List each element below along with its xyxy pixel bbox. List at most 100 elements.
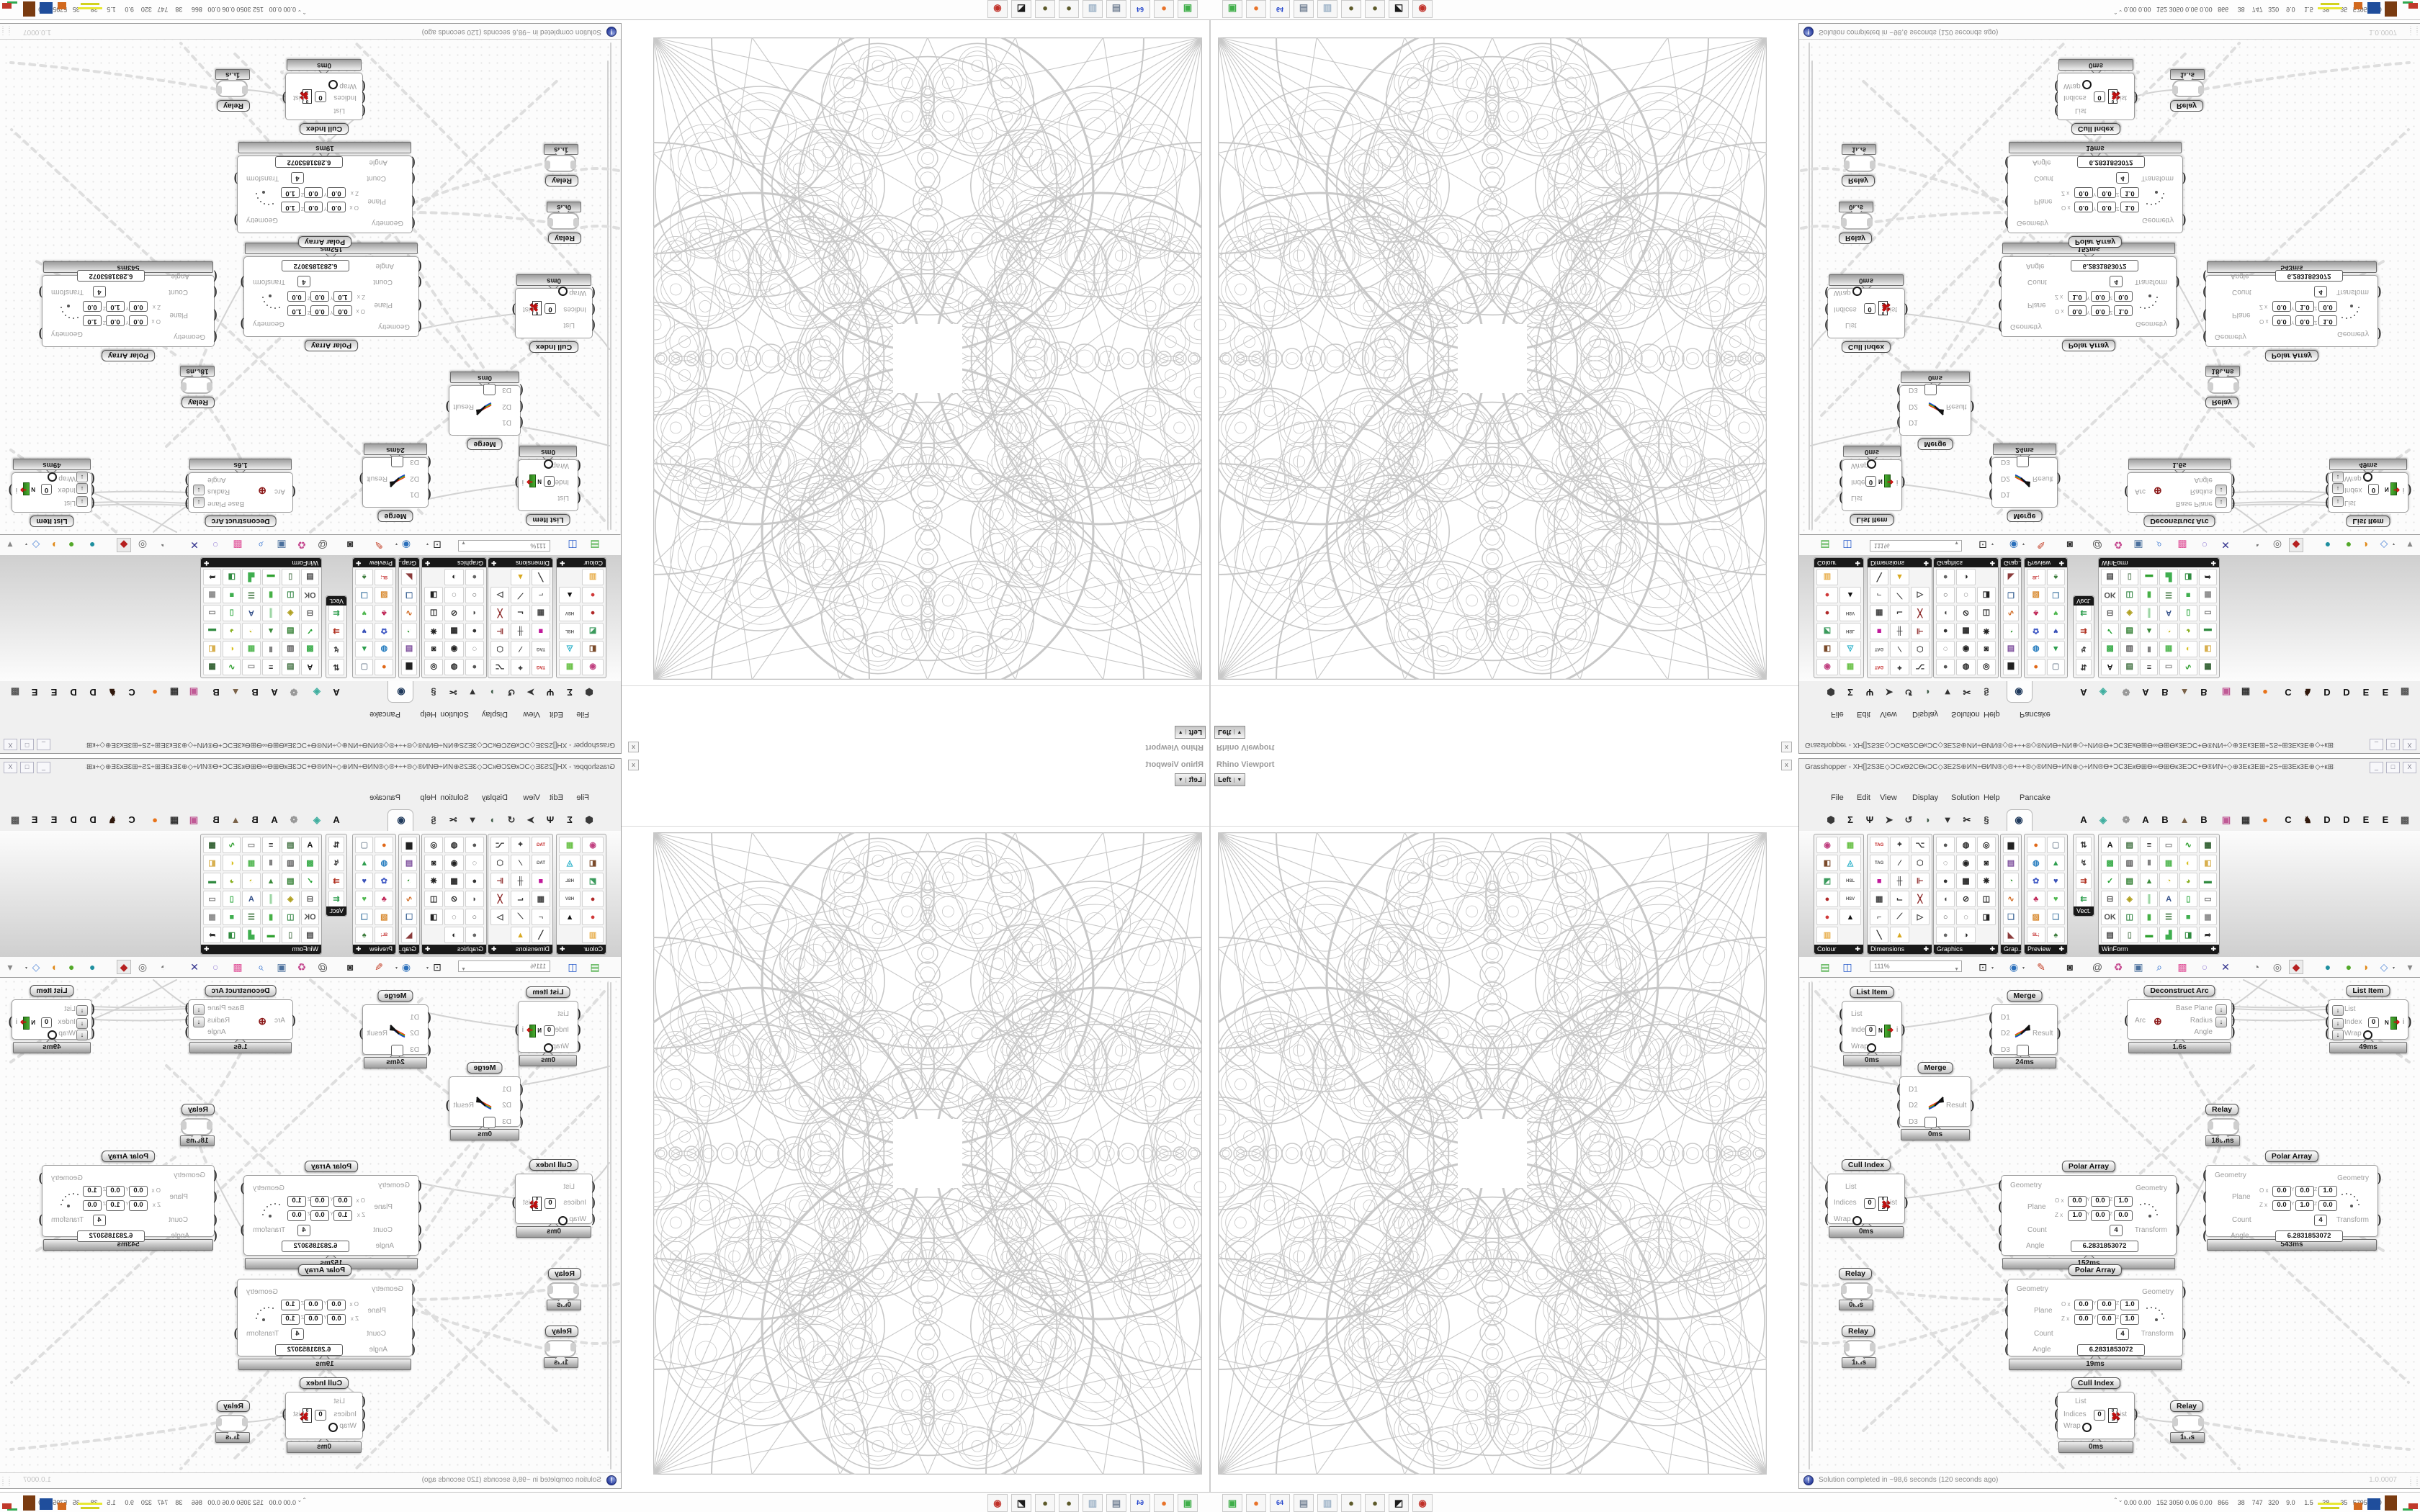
- tab-surface[interactable]: ◗: [1925, 814, 1931, 825]
- palette-panel-label[interactable]: WinForm ✚: [2099, 558, 2219, 567]
- port-input[interactable]: (: [213, 1228, 218, 1243]
- preview-eye-icon[interactable]: ◉: [2009, 539, 2019, 551]
- palette-component-icon[interactable]: ♠: [355, 569, 374, 585]
- gem-icon[interactable]: ◆: [117, 538, 131, 552]
- port-output[interactable]: ): [511, 302, 516, 318]
- galapagos-icon[interactable]: ✕: [2221, 961, 2230, 973]
- node-title-merge[interactable]: Merge: [2007, 510, 2043, 522]
- value-box[interactable]: 0.0: [327, 187, 346, 198]
- node-title-polar[interactable]: Polar Array: [2061, 1161, 2116, 1172]
- menu-item-display[interactable]: Display: [481, 710, 508, 719]
- node-body-merge[interactable]: (D1(D2(D3 Result): [1896, 1076, 1975, 1130]
- palette-component-icon[interactable]: ✿: [2027, 623, 2045, 639]
- value-box[interactable]: 1.0: [2114, 305, 2133, 316]
- palette-component-icon[interactable]: ∿: [401, 605, 417, 621]
- port-input[interactable]: (: [213, 329, 218, 345]
- palette-component-icon[interactable]: ◍: [1956, 837, 1976, 853]
- palette-component-icon[interactable]: ⌥: [1910, 837, 1930, 853]
- palette-component-icon[interactable]: ◧: [203, 855, 222, 871]
- palette-component-icon[interactable]: ▥: [582, 927, 604, 943]
- value-box[interactable]: 0: [1864, 303, 1876, 314]
- palette-component-icon[interactable]: ●: [465, 569, 484, 585]
- tab-addon-mountain[interactable]: ▲: [2179, 814, 2190, 825]
- palette-component-icon[interactable]: ▲: [2140, 623, 2159, 639]
- tab-addon-b2[interactable]: B: [212, 687, 220, 698]
- remote-at-icon[interactable]: @: [2092, 539, 2103, 551]
- port-input[interactable]: (: [91, 471, 95, 487]
- palette-component-icon[interactable]: ▯: [2120, 927, 2139, 943]
- palette-component-icon[interactable]: ⌖: [1890, 837, 1909, 853]
- node-body-deconarc[interactable]: (Arc ⊕ Base Plane ↓) Radius ↓) Angle): [184, 999, 296, 1040]
- value-box[interactable]: 0: [2368, 484, 2379, 495]
- palette-component-icon[interactable]: ▬: [2140, 927, 2159, 943]
- node-title-deconarc[interactable]: Deconstruct Arc: [2143, 516, 2215, 527]
- wrap-toggle[interactable]: [328, 1423, 338, 1432]
- tab-transform[interactable]: §: [431, 814, 436, 825]
- palette-component-icon[interactable]: ●: [582, 605, 604, 621]
- palette-panel-label[interactable]: Colour ✚: [557, 558, 606, 567]
- palette-component-icon[interactable]: ▦: [1839, 659, 1861, 675]
- palette-component-icon[interactable]: ●: [1936, 569, 1955, 585]
- minimize-button[interactable]: _: [37, 739, 50, 750]
- palette-component-icon[interactable]: ◔: [401, 873, 417, 889]
- expression-button[interactable]: ↓: [76, 1030, 88, 1040]
- palette-component-icon[interactable]: ▦: [203, 659, 222, 675]
- palette-component-icon[interactable]: ●: [2027, 837, 2045, 853]
- preview-eye-icon[interactable]: ◉: [401, 539, 411, 551]
- expression-button[interactable]: ↓: [76, 1018, 88, 1029]
- palette-component-icon[interactable]: ☰: [2159, 909, 2178, 925]
- palette-component-icon[interactable]: HSL: [1839, 623, 1861, 639]
- save-icon[interactable]: ◫: [1842, 539, 1852, 551]
- palette-component-icon[interactable]: ◩: [582, 873, 604, 889]
- palette-component-icon[interactable]: ◙: [1976, 641, 1996, 657]
- graft-button[interactable]: ↓: [2215, 497, 2227, 508]
- value-box[interactable]: 0.0: [2091, 1196, 2110, 1207]
- tab-addon-a2[interactable]: A: [271, 687, 278, 698]
- port-input[interactable]: (: [292, 1012, 296, 1028]
- palette-component-icon[interactable]: ⊘: [444, 605, 464, 621]
- tab-addon-b1[interactable]: B: [2161, 814, 2169, 825]
- node-body-merge[interactable]: (D1(D2(D3 Result): [1989, 1004, 2061, 1058]
- tab-addon-flower[interactable]: ❁: [2122, 814, 2130, 825]
- tab-addon-bird[interactable]: ♞: [108, 814, 117, 825]
- value-box[interactable]: 1.0: [83, 315, 102, 326]
- palette-component-icon[interactable]: ▮: [261, 909, 280, 925]
- value-box[interactable]: 0.0: [2068, 1196, 2087, 1207]
- palette-component-icon[interactable]: ⌥: [490, 837, 510, 853]
- node-body-listitem[interactable]: (List(Index(Wrap 0 N ➜ i): [514, 459, 581, 511]
- palette-component-icon[interactable]: ♥: [2046, 623, 2065, 639]
- projector-icon[interactable]: ◙: [346, 961, 354, 973]
- node-title-relay[interactable]: Relay: [1838, 233, 1873, 244]
- value-box[interactable]: 0.0: [2074, 187, 2093, 198]
- palette-component-icon[interactable]: ◧: [1816, 855, 1838, 871]
- torus-icon[interactable]: ◎: [138, 961, 148, 973]
- palette-component-icon[interactable]: ▷: [1910, 587, 1930, 603]
- palette-component-icon[interactable]: ▤: [2101, 569, 2120, 585]
- galapagos-icon[interactable]: ✕: [2221, 539, 2230, 551]
- chevron-down-icon[interactable]: ▾: [1991, 541, 1994, 546]
- port-input[interactable]: (: [1989, 487, 1993, 503]
- red-emblem-icon[interactable]: ◉: [1412, 0, 1433, 18]
- palette-component-icon[interactable]: ◔: [2003, 873, 2019, 889]
- palette-component-icon[interactable]: ▆: [401, 837, 417, 853]
- tab-addon-bird[interactable]: ♞: [2303, 687, 2312, 698]
- firefox-icon[interactable]: ●: [1246, 1494, 1266, 1512]
- palette-component-icon[interactable]: ⌐: [531, 909, 550, 925]
- node-body-merge[interactable]: (D1(D2(D3 Result): [1989, 455, 2061, 508]
- palette-component-icon[interactable]: ●: [1816, 909, 1838, 925]
- menu-item-file[interactable]: File: [1831, 710, 1844, 719]
- viewport-view-button[interactable]: Left ▼: [1214, 773, 1246, 786]
- wrap-toggle[interactable]: [48, 472, 57, 482]
- node-title-cull[interactable]: Cull Index: [299, 1377, 349, 1389]
- value-box[interactable]: 1.0: [333, 291, 352, 302]
- palette-component-icon[interactable]: ❋: [424, 623, 444, 639]
- menu-item-file[interactable]: File: [1831, 793, 1844, 802]
- node-body-deconarc[interactable]: (Arc ⊕ Base Plane ↓) Radius ↓) Angle): [2124, 999, 2236, 1040]
- palette-component-icon[interactable]: ▤: [281, 659, 300, 675]
- value-box[interactable]: 0.0: [310, 305, 329, 316]
- tab-addon-c[interactable]: C: [2285, 814, 2292, 825]
- value-box[interactable]: 4: [2116, 172, 2129, 184]
- palette-component-icon[interactable]: ⬡: [1910, 641, 1930, 657]
- palette-component-icon[interactable]: ●: [465, 837, 484, 853]
- palette-component-icon[interactable]: ▬: [2140, 569, 2159, 585]
